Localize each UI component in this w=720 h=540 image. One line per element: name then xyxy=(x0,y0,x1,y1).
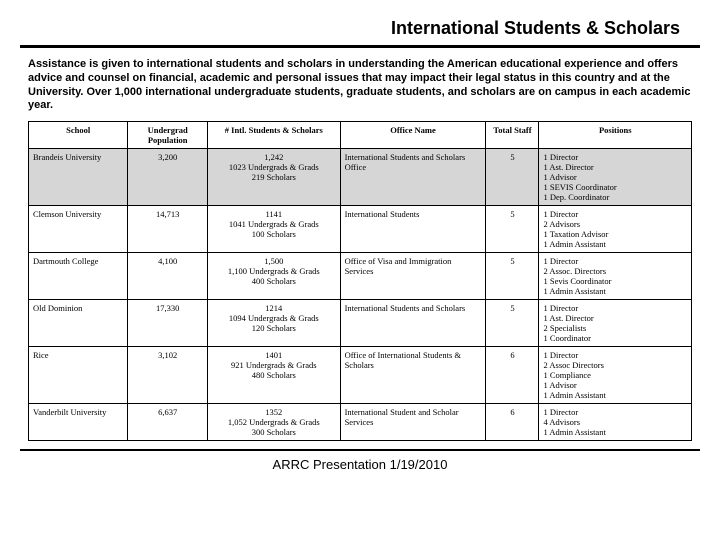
cell-pop: 6,637 xyxy=(128,404,208,441)
cell-office: International Students and Scholars Offi… xyxy=(340,149,486,206)
cell-staff: 6 xyxy=(486,347,539,404)
cell-positions: 1 Director2 Assoc Directors 1 Compliance… xyxy=(539,347,692,404)
cell-office: International Student and Scholar Servic… xyxy=(340,404,486,441)
cell-intl: 11411041 Undergrads & Grads 100 Scholars xyxy=(207,206,340,253)
cell-office: Office of International Students & Schol… xyxy=(340,347,486,404)
table-row: Vanderbilt University6,63713521,052 Unde… xyxy=(29,404,692,441)
col-intl: # Intl. Students & Scholars xyxy=(207,122,340,149)
schools-table: School Undergrad Population # Intl. Stud… xyxy=(28,121,692,441)
cell-staff: 5 xyxy=(486,253,539,300)
cell-school: Old Dominion xyxy=(29,300,128,347)
cell-school: Vanderbilt University xyxy=(29,404,128,441)
cell-pop: 3,102 xyxy=(128,347,208,404)
footer-text: ARRC Presentation 1/19/2010 xyxy=(0,451,720,472)
table-row: Rice3,1021401921 Undergrads & Grads 480 … xyxy=(29,347,692,404)
table-row: Clemson University14,71311411041 Undergr… xyxy=(29,206,692,253)
cell-school: Brandeis University xyxy=(29,149,128,206)
table-row: Brandeis University3,2001,2421023 Underg… xyxy=(29,149,692,206)
cell-intl: 1401921 Undergrads & Grads 480 Scholars xyxy=(207,347,340,404)
cell-positions: 1 Director1 Ast. Director 2 Specialists1… xyxy=(539,300,692,347)
cell-intl: 13521,052 Undergrads & Grads 300 Scholar… xyxy=(207,404,340,441)
cell-intl: 12141094 Undergrads & Grads 120 Scholars xyxy=(207,300,340,347)
cell-positions: 1 Director2 Assoc. Directors1 Sevis Coor… xyxy=(539,253,692,300)
title-rule xyxy=(20,45,700,48)
cell-intl: 1,5001,100 Undergrads & Grads400 Scholar… xyxy=(207,253,340,300)
cell-school: Dartmouth College xyxy=(29,253,128,300)
cell-staff: 5 xyxy=(486,149,539,206)
cell-pop: 17,330 xyxy=(128,300,208,347)
cell-office: International Students xyxy=(340,206,486,253)
col-school: School xyxy=(29,122,128,149)
table-row: Dartmouth College4,1001,5001,100 Undergr… xyxy=(29,253,692,300)
cell-staff: 5 xyxy=(486,206,539,253)
col-positions: Positions xyxy=(539,122,692,149)
col-pop: Undergrad Population xyxy=(128,122,208,149)
cell-staff: 6 xyxy=(486,404,539,441)
table-container: School Undergrad Population # Intl. Stud… xyxy=(0,121,720,441)
cell-pop: 14,713 xyxy=(128,206,208,253)
cell-positions: 1 Director4 Advisors 1 Admin Assistant xyxy=(539,404,692,441)
cell-intl: 1,2421023 Undergrads & Grads219 Scholars xyxy=(207,149,340,206)
cell-positions: 1 Director2 Advisors 1 Taxation Advisor1… xyxy=(539,206,692,253)
col-office: Office Name xyxy=(340,122,486,149)
cell-office: Office of Visa and Immigration Services xyxy=(340,253,486,300)
cell-positions: 1 Director1 Ast. Director1 Advisor1 SEVI… xyxy=(539,149,692,206)
cell-staff: 5 xyxy=(486,300,539,347)
cell-pop: 3,200 xyxy=(128,149,208,206)
cell-school: Clemson University xyxy=(29,206,128,253)
page-title: International Students & Scholars xyxy=(0,0,720,45)
table-row: Old Dominion17,33012141094 Undergrads & … xyxy=(29,300,692,347)
col-staff: Total Staff xyxy=(486,122,539,149)
cell-school: Rice xyxy=(29,347,128,404)
table-header-row: School Undergrad Population # Intl. Stud… xyxy=(29,122,692,149)
cell-office: International Students and Scholars xyxy=(340,300,486,347)
cell-pop: 4,100 xyxy=(128,253,208,300)
intro-paragraph: Assistance is given to international stu… xyxy=(0,58,720,121)
